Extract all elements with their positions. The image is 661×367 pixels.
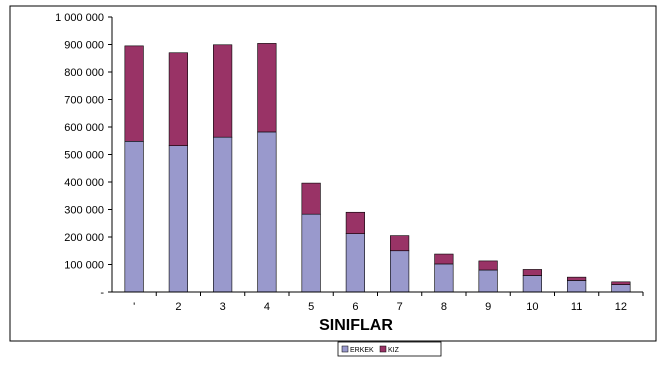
legend-swatch-kiz [379, 345, 387, 353]
chart-frame [9, 5, 657, 342]
x-tick-label: 10 [526, 301, 538, 313]
x-tick-label: 9 [485, 301, 491, 313]
bar-erkek-6 [345, 233, 365, 293]
y-tick-label: 400 000 [64, 177, 104, 189]
y-tick-label: - [100, 287, 104, 299]
bar-erkek-1 [124, 141, 144, 293]
bar-kiz-9 [478, 260, 498, 271]
x-tick-label: 7 [397, 301, 403, 313]
bar-erkek-10 [522, 275, 542, 293]
x-axis-ticks: ' 2 3 4 5 6 7 8 9 10 11 12 [133, 292, 644, 313]
bar-kiz-3 [213, 44, 233, 138]
legend-label-erkek: ERKEK [350, 347, 374, 354]
bar-erkek-2 [168, 145, 188, 293]
bar-erkek-8 [434, 263, 454, 293]
y-tick-label: 700 000 [64, 95, 104, 107]
x-tick-label: 2 [175, 301, 181, 313]
bar-erkek-11 [567, 280, 587, 293]
legend: ERKEK KIZ [337, 341, 442, 357]
bar-kiz-10 [522, 269, 542, 276]
x-tick-label: 4 [264, 301, 270, 313]
bar-kiz-8 [434, 253, 454, 265]
x-axis-title: SINIFLAR [319, 317, 393, 334]
x-tick-label: 11 [571, 301, 582, 313]
x-tick-label: 12 [615, 301, 627, 313]
plot-area [124, 43, 631, 293]
y-tick-label: 900 000 [64, 40, 104, 52]
bar-kiz-12 [611, 281, 631, 285]
y-tick-label: 600 000 [64, 122, 104, 134]
y-tick-label: 200 000 [64, 232, 104, 244]
bar-kiz-4 [257, 43, 277, 133]
y-tick-label: 1 000 000 [55, 12, 104, 24]
bar-erkek-4 [257, 131, 277, 293]
legend-box [337, 341, 442, 357]
y-tick-label: 800 000 [64, 67, 104, 79]
bar-kiz-7 [390, 235, 410, 252]
bar-kiz-1 [124, 45, 144, 142]
bar-erkek-12 [611, 284, 631, 293]
bar-erkek-3 [213, 136, 233, 293]
bar-kiz-5 [301, 182, 321, 215]
bar-erkek-7 [390, 250, 410, 293]
x-tick-label: 6 [352, 301, 358, 313]
x-tick-label: ' [133, 301, 135, 313]
bar-erkek-5 [301, 213, 321, 293]
x-tick-label: 5 [308, 301, 314, 313]
y-tick-label: 100 000 [64, 260, 104, 272]
y-tick-label: 500 000 [64, 150, 104, 162]
x-tick-label: 3 [220, 301, 226, 313]
x-tick-label: 8 [441, 301, 447, 313]
y-axis-ticks: - 100 000 200 000 300 000 400 000 500 000 600 … [55, 12, 112, 299]
bar-kiz-11 [567, 276, 587, 281]
bar-kiz-6 [345, 211, 365, 235]
legend-label-kiz: KIZ [388, 347, 400, 354]
bar-kiz-2 [168, 52, 188, 146]
y-tick-label: 300 000 [64, 205, 104, 217]
legend-swatch-erkek [341, 345, 349, 353]
bar-erkek-9 [478, 269, 498, 293]
